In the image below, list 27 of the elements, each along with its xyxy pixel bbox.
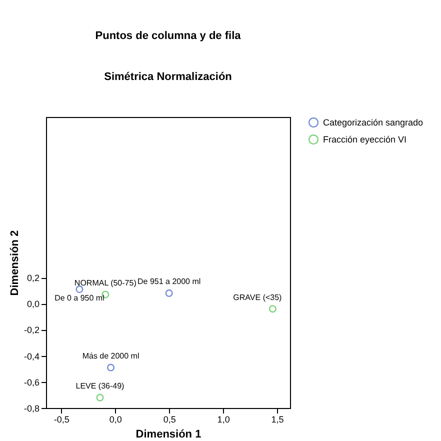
x-tick-label: 1,5 <box>271 414 284 424</box>
chart-subtitle: Simétrica Normalización <box>104 71 232 83</box>
point <box>107 364 115 372</box>
point <box>165 289 173 297</box>
x-tick-label: -0,5 <box>54 414 70 424</box>
y-tick-label: -0,4 <box>24 351 40 362</box>
chart-title: Puntos de columna y de fila <box>95 30 242 42</box>
annotation: GRAVE (<35) <box>233 292 282 302</box>
x-axis-title: Dimensión 1 <box>136 428 202 440</box>
legend-label: Fracción eyección VI <box>323 134 407 144</box>
point <box>96 394 104 402</box>
legend-label: Categorización sangrado <box>323 118 424 128</box>
y-tick-label: -0,6 <box>24 377 40 388</box>
annotation: LEVE (36-49) <box>76 382 125 391</box>
annotation: Más de 2000 ml <box>82 352 140 361</box>
y-tick-label: 0,2 <box>26 273 40 284</box>
annotation: NORMAL (50-75) <box>74 278 137 288</box>
annotation: De 0 a 950 ml <box>54 293 105 302</box>
y-axis-title: Dimensión 2 <box>8 230 21 296</box>
x-tick-label: 0,5 <box>163 414 176 424</box>
x-tick-label: 0,0 <box>109 414 122 424</box>
y-tick-label: -0,2 <box>24 325 40 336</box>
point <box>268 305 276 313</box>
y-tick-label: 0,0 <box>26 299 40 310</box>
y-tick-label: -0,8 <box>24 404 40 414</box>
annotation: De 951 a 2000 ml <box>138 277 201 286</box>
x-tick-label: 1,0 <box>217 414 230 424</box>
